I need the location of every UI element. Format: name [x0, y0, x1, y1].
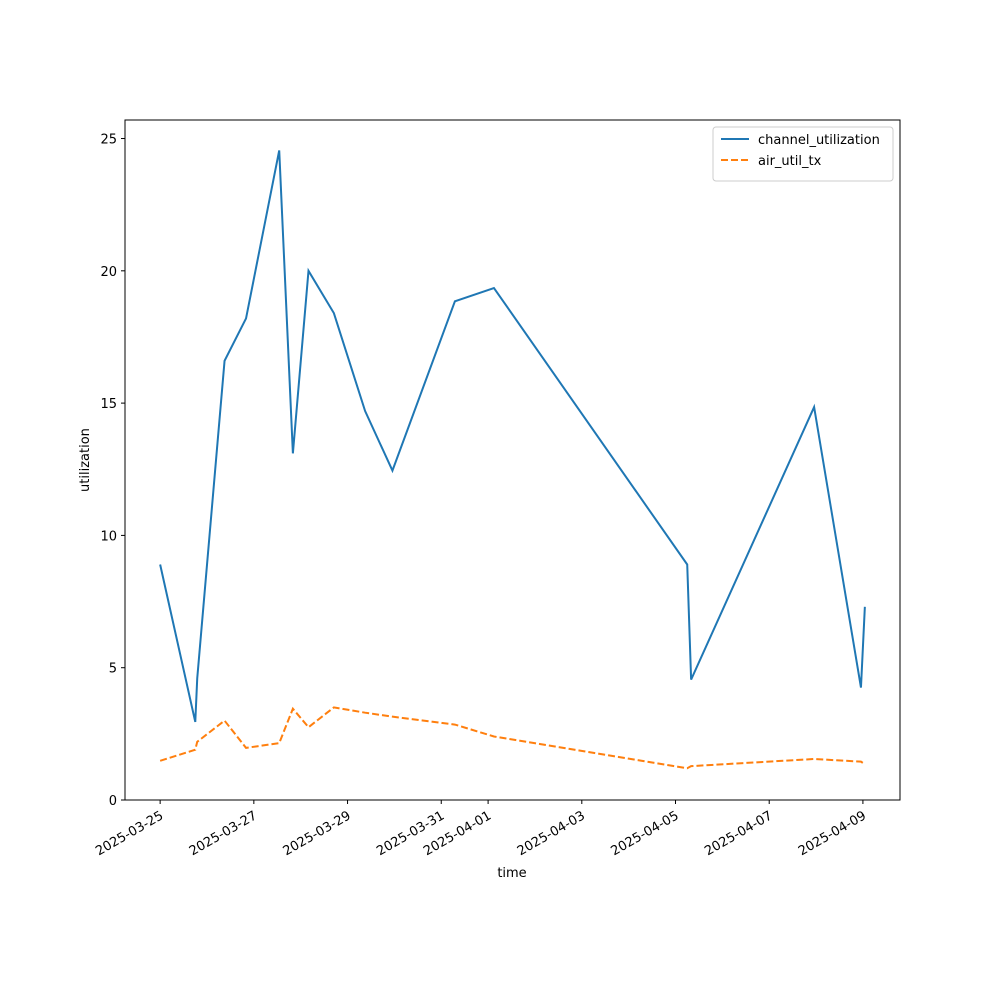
- y-tick-label: 10: [100, 529, 117, 544]
- y-tick-label: 20: [100, 265, 117, 280]
- legend: channel_utilization air_util_tx: [712, 126, 894, 182]
- y-tick-label: 0: [109, 794, 117, 809]
- plot-frame: [124, 119, 901, 801]
- legend-label: air_util_tx: [758, 154, 822, 169]
- legend-box: [712, 126, 894, 182]
- y-tick-label: 15: [100, 397, 117, 412]
- line-series: [159, 706, 866, 770]
- y-axis-label: utilization: [78, 428, 93, 492]
- line-series: [159, 150, 866, 723]
- y-tick-label: 25: [100, 133, 117, 148]
- y-tick-label: 5: [109, 662, 117, 677]
- legend-label: channel_utilization: [758, 133, 880, 148]
- x-axis-label: time: [497, 866, 526, 881]
